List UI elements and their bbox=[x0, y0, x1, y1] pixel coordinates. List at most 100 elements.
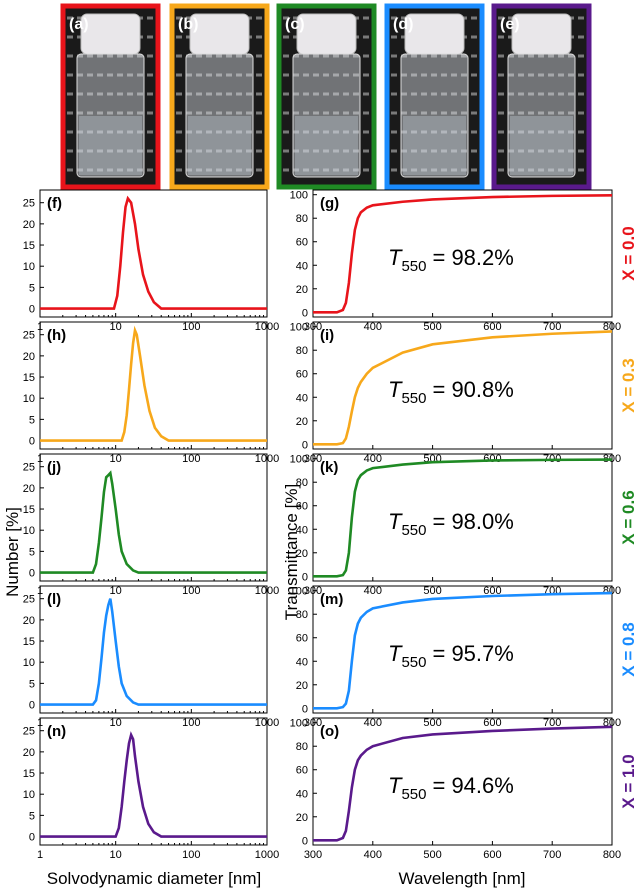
x-tick-label: 500 bbox=[423, 321, 441, 333]
x-tick-label: 400 bbox=[364, 717, 382, 729]
y-tick-label: 5 bbox=[29, 810, 35, 822]
y-tick-label: 0 bbox=[29, 568, 35, 580]
x-tick-label: 400 bbox=[364, 585, 382, 597]
panel-label: (l) bbox=[47, 591, 61, 608]
photo-label: (c) bbox=[285, 16, 305, 33]
vial-body bbox=[400, 53, 469, 178]
annotation-subscript: 550 bbox=[401, 522, 426, 539]
x-tick-label: 700 bbox=[543, 849, 561, 861]
vial-liquid bbox=[295, 116, 358, 175]
annotation-symbol: T bbox=[388, 377, 403, 402]
x-tick-label: 100 bbox=[182, 585, 200, 597]
x-tick-label: 600 bbox=[483, 717, 501, 729]
y-tick-label: 20 bbox=[23, 219, 35, 231]
x-tick-label: 400 bbox=[364, 453, 382, 465]
panel-label: (k) bbox=[320, 459, 338, 476]
photo: (d) bbox=[384, 3, 485, 190]
left-x-label: Solvodynamic diameter [nm] bbox=[47, 869, 261, 888]
annotation-text: = 90.8% bbox=[432, 377, 513, 402]
vial-liquid bbox=[510, 116, 573, 175]
y-tick-label: 0 bbox=[302, 703, 308, 715]
x-tick-label: 100 bbox=[182, 321, 200, 333]
y-tick-label: 60 bbox=[296, 633, 308, 645]
y-tick-label: 15 bbox=[23, 504, 35, 516]
row-label: X = 0.0 bbox=[619, 226, 638, 280]
photo-label: (e) bbox=[500, 16, 520, 33]
plot-frame bbox=[39, 717, 268, 846]
row-label: X = 0.3 bbox=[619, 358, 638, 412]
y-tick-label: 60 bbox=[296, 369, 308, 381]
vial-cap bbox=[404, 13, 465, 55]
y-tick-label: 25 bbox=[23, 726, 35, 738]
y-tick-label: 10 bbox=[23, 525, 35, 537]
x-tick-label: 10 bbox=[110, 321, 122, 333]
vial-body bbox=[292, 53, 361, 178]
x-tick-label: 600 bbox=[483, 585, 501, 597]
y-tick-label: 80 bbox=[296, 741, 308, 753]
y-tick-label: 15 bbox=[23, 240, 35, 252]
annotation: T550 = 98.2% bbox=[388, 245, 514, 275]
y-tick-label: 10 bbox=[23, 789, 35, 801]
x-tick-label: 700 bbox=[543, 717, 561, 729]
annotation-subscript: 550 bbox=[401, 258, 426, 275]
y-tick-label: 0 bbox=[302, 835, 308, 847]
y-tick-label: 15 bbox=[23, 636, 35, 648]
vial-liquid bbox=[188, 116, 251, 175]
photo-label: (d) bbox=[393, 16, 413, 33]
annotation-text: = 98.0% bbox=[432, 509, 513, 534]
data-line bbox=[313, 330, 613, 446]
y-tick-label: 40 bbox=[296, 524, 308, 536]
panel-label: (n) bbox=[47, 723, 66, 740]
y-tick-label: 5 bbox=[29, 678, 35, 690]
data-line bbox=[313, 725, 613, 842]
photo: (e) bbox=[491, 3, 592, 190]
annotation-symbol: T bbox=[388, 641, 403, 666]
plot-frame bbox=[312, 717, 613, 846]
x-tick-label: 1000 bbox=[255, 849, 279, 861]
vial-cap bbox=[189, 13, 250, 55]
y-tick-label: 25 bbox=[23, 462, 35, 474]
y-tick-label: 10 bbox=[23, 657, 35, 669]
y-tick-label: 5 bbox=[29, 546, 35, 558]
panel-label: (i) bbox=[320, 327, 334, 344]
y-tick-label: 10 bbox=[23, 261, 35, 273]
annotation-text: = 94.6% bbox=[432, 773, 513, 798]
data-line bbox=[40, 195, 267, 310]
data-line bbox=[40, 470, 267, 574]
y-tick-label: 5 bbox=[29, 414, 35, 426]
data-line bbox=[40, 325, 267, 442]
left-y-label: Number [%] bbox=[3, 507, 22, 597]
y-tick-label: 20 bbox=[296, 284, 308, 296]
x-tick-label: 100 bbox=[182, 849, 200, 861]
y-tick-label: 60 bbox=[296, 765, 308, 777]
y-tick-label: 15 bbox=[23, 768, 35, 780]
annotation-symbol: T bbox=[388, 773, 403, 798]
photo-label: (b) bbox=[178, 16, 198, 33]
y-tick-label: 40 bbox=[296, 392, 308, 404]
photo-label: (a) bbox=[69, 16, 89, 33]
x-tick-label: 500 bbox=[423, 717, 441, 729]
vial-cap bbox=[511, 13, 572, 55]
y-tick-label: 0 bbox=[29, 832, 35, 844]
vial-cap bbox=[80, 13, 141, 55]
panel-label: (h) bbox=[47, 327, 66, 344]
y-tick-label: 0 bbox=[29, 304, 35, 316]
x-tick-label: 600 bbox=[483, 849, 501, 861]
y-tick-label: 0 bbox=[302, 439, 308, 451]
annotation-symbol: T bbox=[388, 509, 403, 534]
y-tick-label: 100 bbox=[290, 322, 308, 334]
x-tick-label: 600 bbox=[483, 321, 501, 333]
x-tick-label: 1 bbox=[37, 849, 43, 861]
annotation-text: = 95.7% bbox=[432, 641, 513, 666]
y-tick-label: 0 bbox=[302, 571, 308, 583]
annotation-subscript: 550 bbox=[401, 390, 426, 407]
row-label: X = 0.6 bbox=[619, 490, 638, 544]
vial-body bbox=[185, 53, 254, 178]
y-tick-label: 20 bbox=[23, 483, 35, 495]
y-tick-label: 80 bbox=[296, 477, 308, 489]
annotation-symbol: T bbox=[388, 245, 403, 270]
photo: (b) bbox=[169, 3, 270, 190]
annotation-subscript: 550 bbox=[401, 786, 426, 803]
vial-body bbox=[507, 53, 576, 178]
